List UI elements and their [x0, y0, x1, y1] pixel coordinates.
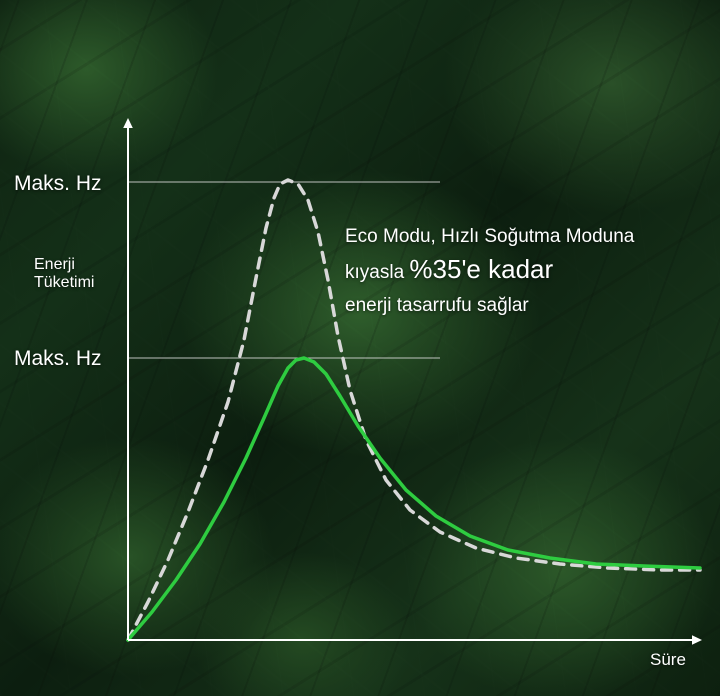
desc-line2-big: %35'e kadar — [409, 254, 553, 284]
chart-svg — [0, 0, 720, 696]
y-tick-label-upper: Maks. Hz — [14, 172, 102, 196]
desc-line1: Eco Modu, Hızlı Soğutma Moduna — [345, 224, 634, 250]
energy-chart: Maks. Hz Maks. Hz Enerji Tüketimi Süre E… — [0, 0, 720, 696]
desc-line3: enerji tasarrufu sağlar — [345, 293, 634, 319]
x-axis-label: Süre — [650, 650, 686, 670]
y-axis-label: Enerji Tüketimi — [34, 256, 94, 292]
desc-line2: kıyasla %35'e kadar — [345, 252, 634, 287]
y-tick-label-lower: Maks. Hz — [14, 347, 102, 371]
desc-line2-prefix: kıyasla — [345, 262, 409, 283]
chart-description: Eco Modu, Hızlı Soğutma Moduna kıyasla %… — [345, 224, 634, 318]
series-eco-mode — [128, 358, 700, 640]
